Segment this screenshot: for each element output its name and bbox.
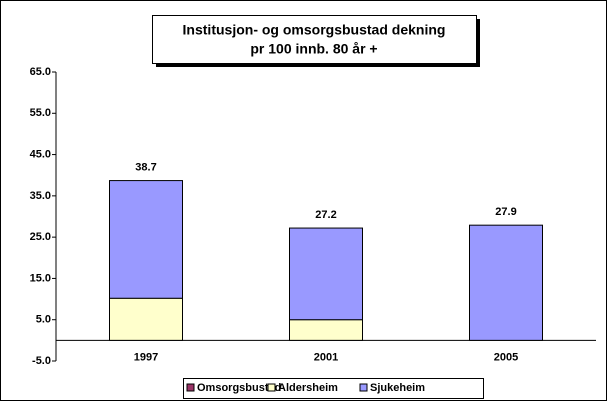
legend-swatch [267,383,276,392]
bar-segment [469,224,543,341]
y-tick-label: 5.0 [36,314,51,326]
legend-label: Omsorgsbustad [197,382,281,394]
bar-segment [289,319,363,341]
y-tick-label: -5.0 [32,355,51,367]
x-tick-label: 1997 [134,351,158,363]
chart-title: Institusjon- og omsorgsbustad dekning [183,22,446,38]
title-box [152,15,477,64]
legend-label: Sjukeheim [370,382,425,394]
bar-segment [109,297,183,341]
chart-title: pr 100 innb. 80 år + [250,41,377,57]
y-tick-label: 25.0 [30,231,51,243]
bar-segment [289,227,363,321]
total-label: 27.9 [495,206,516,218]
x-tick-label: 2005 [494,351,518,363]
y-tick-label: 45.0 [30,148,51,160]
y-tick-label: 35.0 [30,190,51,202]
total-label: 38.7 [135,161,156,173]
x-tick-label: 2001 [314,351,338,363]
y-tick-label: 15.0 [30,272,51,284]
legend-label: Aldersheim [278,382,338,394]
y-tick-label: 65.0 [30,66,51,78]
total-label: 27.2 [315,209,336,221]
y-tick-label: 55.0 [30,107,51,119]
legend-swatch [186,383,195,392]
legend-box [183,378,484,399]
legend-swatch [359,383,368,392]
bar-segment [109,180,183,299]
